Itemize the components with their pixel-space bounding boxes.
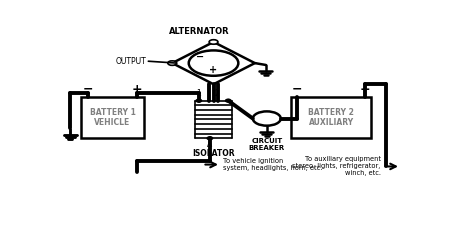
Text: −: −: [82, 83, 93, 96]
Circle shape: [196, 99, 201, 102]
Text: BATTERY 2
AUXILIARY: BATTERY 2 AUXILIARY: [308, 108, 354, 127]
Text: 2: 2: [215, 89, 219, 98]
Text: +: +: [360, 83, 370, 96]
Text: +: +: [132, 83, 143, 96]
Text: +: +: [210, 64, 218, 74]
Circle shape: [226, 99, 231, 102]
Circle shape: [168, 61, 177, 65]
Polygon shape: [172, 42, 255, 84]
Text: −: −: [196, 52, 204, 62]
Circle shape: [207, 137, 212, 140]
FancyBboxPatch shape: [291, 97, 372, 138]
Circle shape: [209, 40, 218, 44]
Text: ISOLATOR: ISOLATOR: [192, 149, 235, 158]
Text: To auxiliary equipment
stereo, lights, refrigerator,
winch, etc.: To auxiliary equipment stereo, lights, r…: [292, 156, 381, 176]
Circle shape: [253, 111, 281, 126]
Text: ALTERNATOR: ALTERNATOR: [169, 27, 229, 36]
Circle shape: [189, 51, 238, 76]
Text: CIRCUIT
BREAKER: CIRCUIT BREAKER: [249, 138, 285, 151]
FancyBboxPatch shape: [82, 97, 144, 138]
Text: 1: 1: [196, 89, 201, 98]
Text: OUTPUT: OUTPUT: [116, 57, 146, 66]
Text: A: A: [207, 140, 212, 149]
Text: BATTERY 1
VEHICLE: BATTERY 1 VEHICLE: [90, 108, 136, 127]
Text: −: −: [292, 83, 302, 96]
Text: To vehicle ignition
system, headlights, horn, etc.: To vehicle ignition system, headlights, …: [223, 158, 322, 171]
